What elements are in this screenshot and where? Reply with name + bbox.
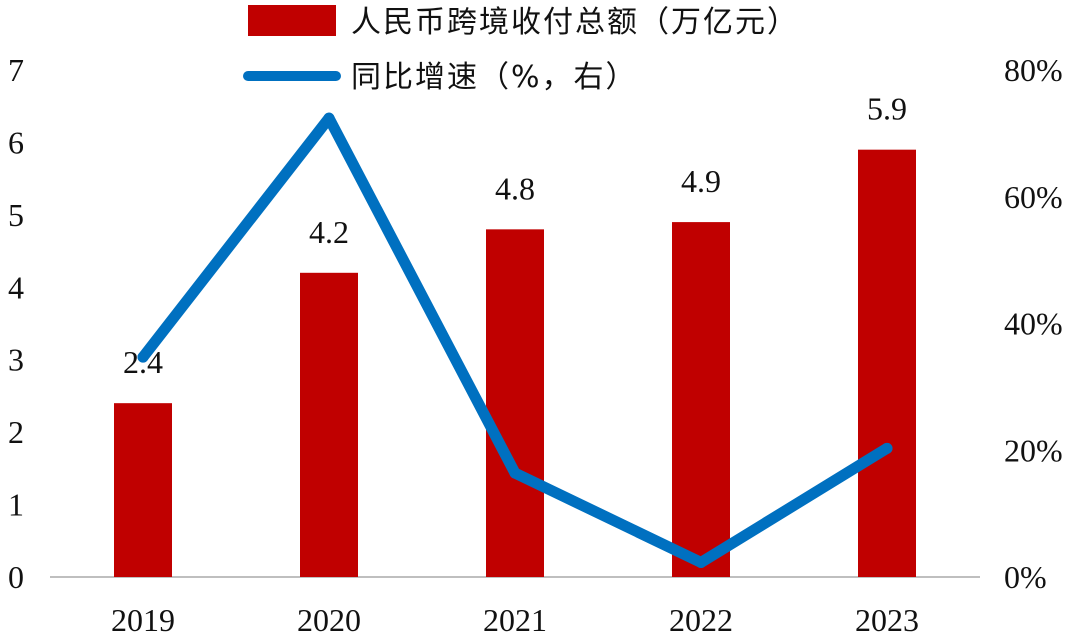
- right-axis-tick-label: 0%: [1004, 559, 1047, 595]
- x-axis-tick-label: 2022: [669, 602, 733, 638]
- legend-bar-label: 人民币跨境收付总额（万亿元）: [351, 5, 799, 40]
- bar-data-labels: 2.4 4.2 4.8 4.9 5.9: [123, 91, 907, 380]
- x-axis-tick-label: 2020: [297, 602, 361, 638]
- x-axis-tick-label: 2021: [483, 602, 547, 638]
- legend: 人民币跨境收付总额（万亿元） 同比增速（%，右）: [243, 5, 799, 95]
- right-axis-tick-label: 40%: [1004, 306, 1063, 342]
- x-axis-tick-label: 2019: [111, 602, 175, 638]
- bar-2019: [114, 403, 172, 577]
- line-series-group: [137, 112, 893, 568]
- bar-value-label: 5.9: [867, 91, 907, 127]
- left-axis-tick-label: 0: [8, 559, 24, 595]
- left-axis-tick-label: 4: [8, 269, 24, 305]
- left-axis-tick-label: 3: [8, 342, 24, 378]
- legend-bar-swatch: [248, 5, 336, 36]
- left-axis-tick-label: 7: [8, 52, 24, 88]
- x-axis-ticks: 2019 2020 2021 2022 2023: [111, 602, 919, 638]
- growth-point-2023: [881, 442, 893, 454]
- bar-value-label: 4.9: [681, 163, 721, 199]
- legend-line-label: 同比增速（%，右）: [351, 60, 638, 95]
- bar-2020: [300, 272, 358, 577]
- bar-value-label: 4.2: [309, 214, 349, 250]
- bar-value-label: 2.4: [123, 344, 163, 380]
- right-y-axis: 0% 20% 40% 60% 80%: [1004, 52, 1063, 595]
- left-axis-tick-label: 1: [8, 487, 24, 523]
- right-axis-tick-label: 60%: [1004, 179, 1063, 215]
- bar-value-label: 4.8: [495, 170, 535, 206]
- bar-2022: [672, 222, 730, 577]
- growth-point-2020: [323, 112, 335, 124]
- right-axis-tick-label: 80%: [1004, 52, 1063, 88]
- bar-series: [114, 149, 916, 578]
- x-axis-tick-label: 2023: [855, 602, 919, 638]
- bar-2023: [858, 149, 916, 577]
- growth-point-2019: [137, 351, 149, 363]
- left-axis-tick-label: 6: [8, 124, 24, 160]
- left-axis-tick-label: 2: [8, 414, 24, 450]
- left-y-axis: 0 1 2 3 4 5 6 7: [8, 52, 24, 595]
- bar-2021: [486, 229, 544, 578]
- growth-point-2021: [509, 467, 521, 479]
- left-axis-tick-label: 5: [8, 197, 24, 233]
- right-axis-tick-label: 20%: [1004, 432, 1063, 468]
- growth-point-2022: [695, 556, 707, 568]
